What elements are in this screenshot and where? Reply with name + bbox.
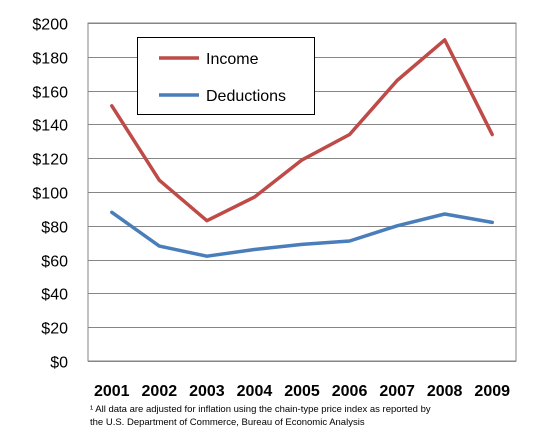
x-tick-label: 2008 (427, 383, 463, 400)
y-tick-label: $200 (32, 17, 68, 34)
footnote-line-1: ¹ All data are adjusted for inflation us… (90, 404, 431, 415)
x-tick-label: 2005 (284, 383, 320, 400)
x-tick-label: 2001 (94, 383, 130, 400)
y-axis-tick-labels: $0 $20 $40 $60 $80 $100 $120 $140 $160 $180 $200 (32, 17, 68, 372)
y-tick-label: $20 (41, 321, 68, 338)
x-tick-label: 2003 (189, 383, 225, 400)
y-tick-label: $100 (32, 186, 68, 203)
legend-label: Income (206, 51, 259, 68)
y-tick-label: $180 (32, 51, 68, 68)
y-tick-label: $0 (50, 355, 68, 372)
legend: Income Deductions (137, 37, 315, 115)
legend-label: Deductions (206, 88, 286, 105)
series-line-deductions (110, 210, 494, 258)
x-tick-label: 2009 (474, 383, 510, 400)
y-tick-label: $160 (32, 85, 68, 102)
y-tick-label: $140 (32, 118, 68, 135)
y-tick-label: $60 (41, 254, 68, 271)
y-tick-label: $120 (32, 152, 68, 169)
y-tick-label: $40 (41, 287, 68, 304)
series-lines (110, 38, 494, 258)
x-tick-label: 2007 (379, 383, 415, 400)
y-tick-label: $80 (41, 220, 68, 237)
footnote: ¹ All data are adjusted for inflation us… (90, 403, 530, 429)
x-tick-label: 2004 (237, 383, 273, 400)
x-tick-label: 2002 (142, 383, 178, 400)
x-axis-tick-labels: 2001 2002 2003 2004 2005 2006 2007 2008 2009 (94, 383, 510, 400)
footnote-line-2: the U.S. Department of Commerce, Bureau … (90, 417, 365, 428)
legend-box (137, 37, 315, 115)
x-tick-label: 2006 (332, 383, 368, 400)
series-line-income (110, 38, 494, 223)
